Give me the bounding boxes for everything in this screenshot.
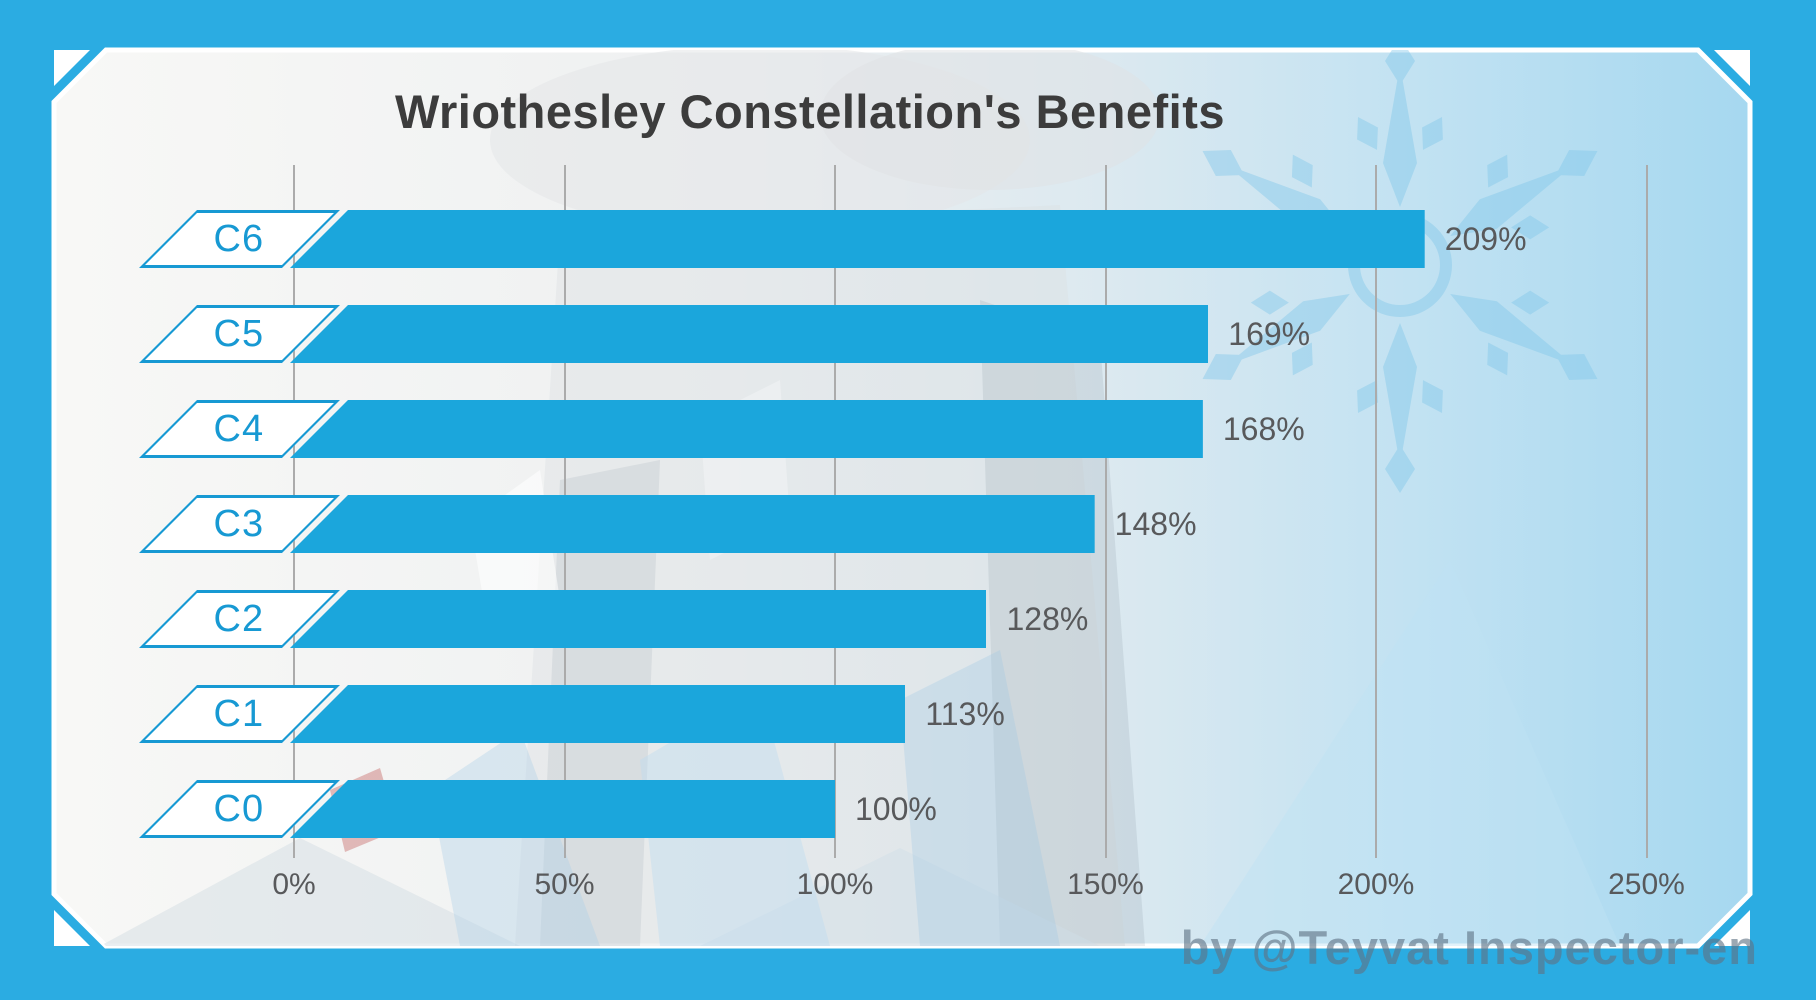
bar-value-label: 168% <box>1222 410 1305 447</box>
bar-value-label: 209% <box>1444 220 1527 257</box>
bar-category-label-text: C2 <box>214 597 265 640</box>
x-axis-tick-label: 50% <box>534 868 595 901</box>
bar <box>290 780 835 838</box>
bar-value-label: 169% <box>1228 315 1311 352</box>
bar-value-label: 148% <box>1114 505 1197 542</box>
bar <box>290 400 1203 458</box>
x-axis-tick-label: 200% <box>1337 868 1415 901</box>
bar-category-label-text: C5 <box>214 312 265 355</box>
bar-category-label-text: C0 <box>214 787 265 830</box>
bar-value-label: 113% <box>925 695 1005 732</box>
gridline <box>1375 165 1377 858</box>
bar-category-label-text: C6 <box>214 217 265 260</box>
bar-category-label-text: C4 <box>214 407 265 450</box>
watermark: by @Teyvat Inspector-en <box>1180 921 1758 974</box>
bar <box>290 685 906 743</box>
corner-accent-top-right <box>1714 50 1750 86</box>
chart-title: Wriothesley Constellation's Benefits <box>394 85 1226 138</box>
gridline <box>1104 165 1107 858</box>
bar <box>290 590 987 648</box>
bar <box>290 305 1209 363</box>
x-axis-tick-label: 100% <box>796 868 874 901</box>
corner-accent-bottom-right <box>1714 910 1750 946</box>
bar <box>290 210 1425 268</box>
bar-value-label: 128% <box>1006 600 1089 637</box>
corner-accent-bottom-left <box>54 910 90 946</box>
x-axis-tick-label: 0% <box>272 868 316 901</box>
corner-accent-top-left <box>54 50 90 86</box>
bar-category-label-text: C1 <box>214 692 265 735</box>
bar-category-label-text: C3 <box>214 502 265 545</box>
x-axis-tick-label: 150% <box>1067 868 1144 901</box>
x-axis-tick-label: 250% <box>1608 868 1685 901</box>
gridline <box>1645 165 1648 858</box>
bar-value-label: 100% <box>855 790 937 827</box>
bar <box>290 495 1095 553</box>
